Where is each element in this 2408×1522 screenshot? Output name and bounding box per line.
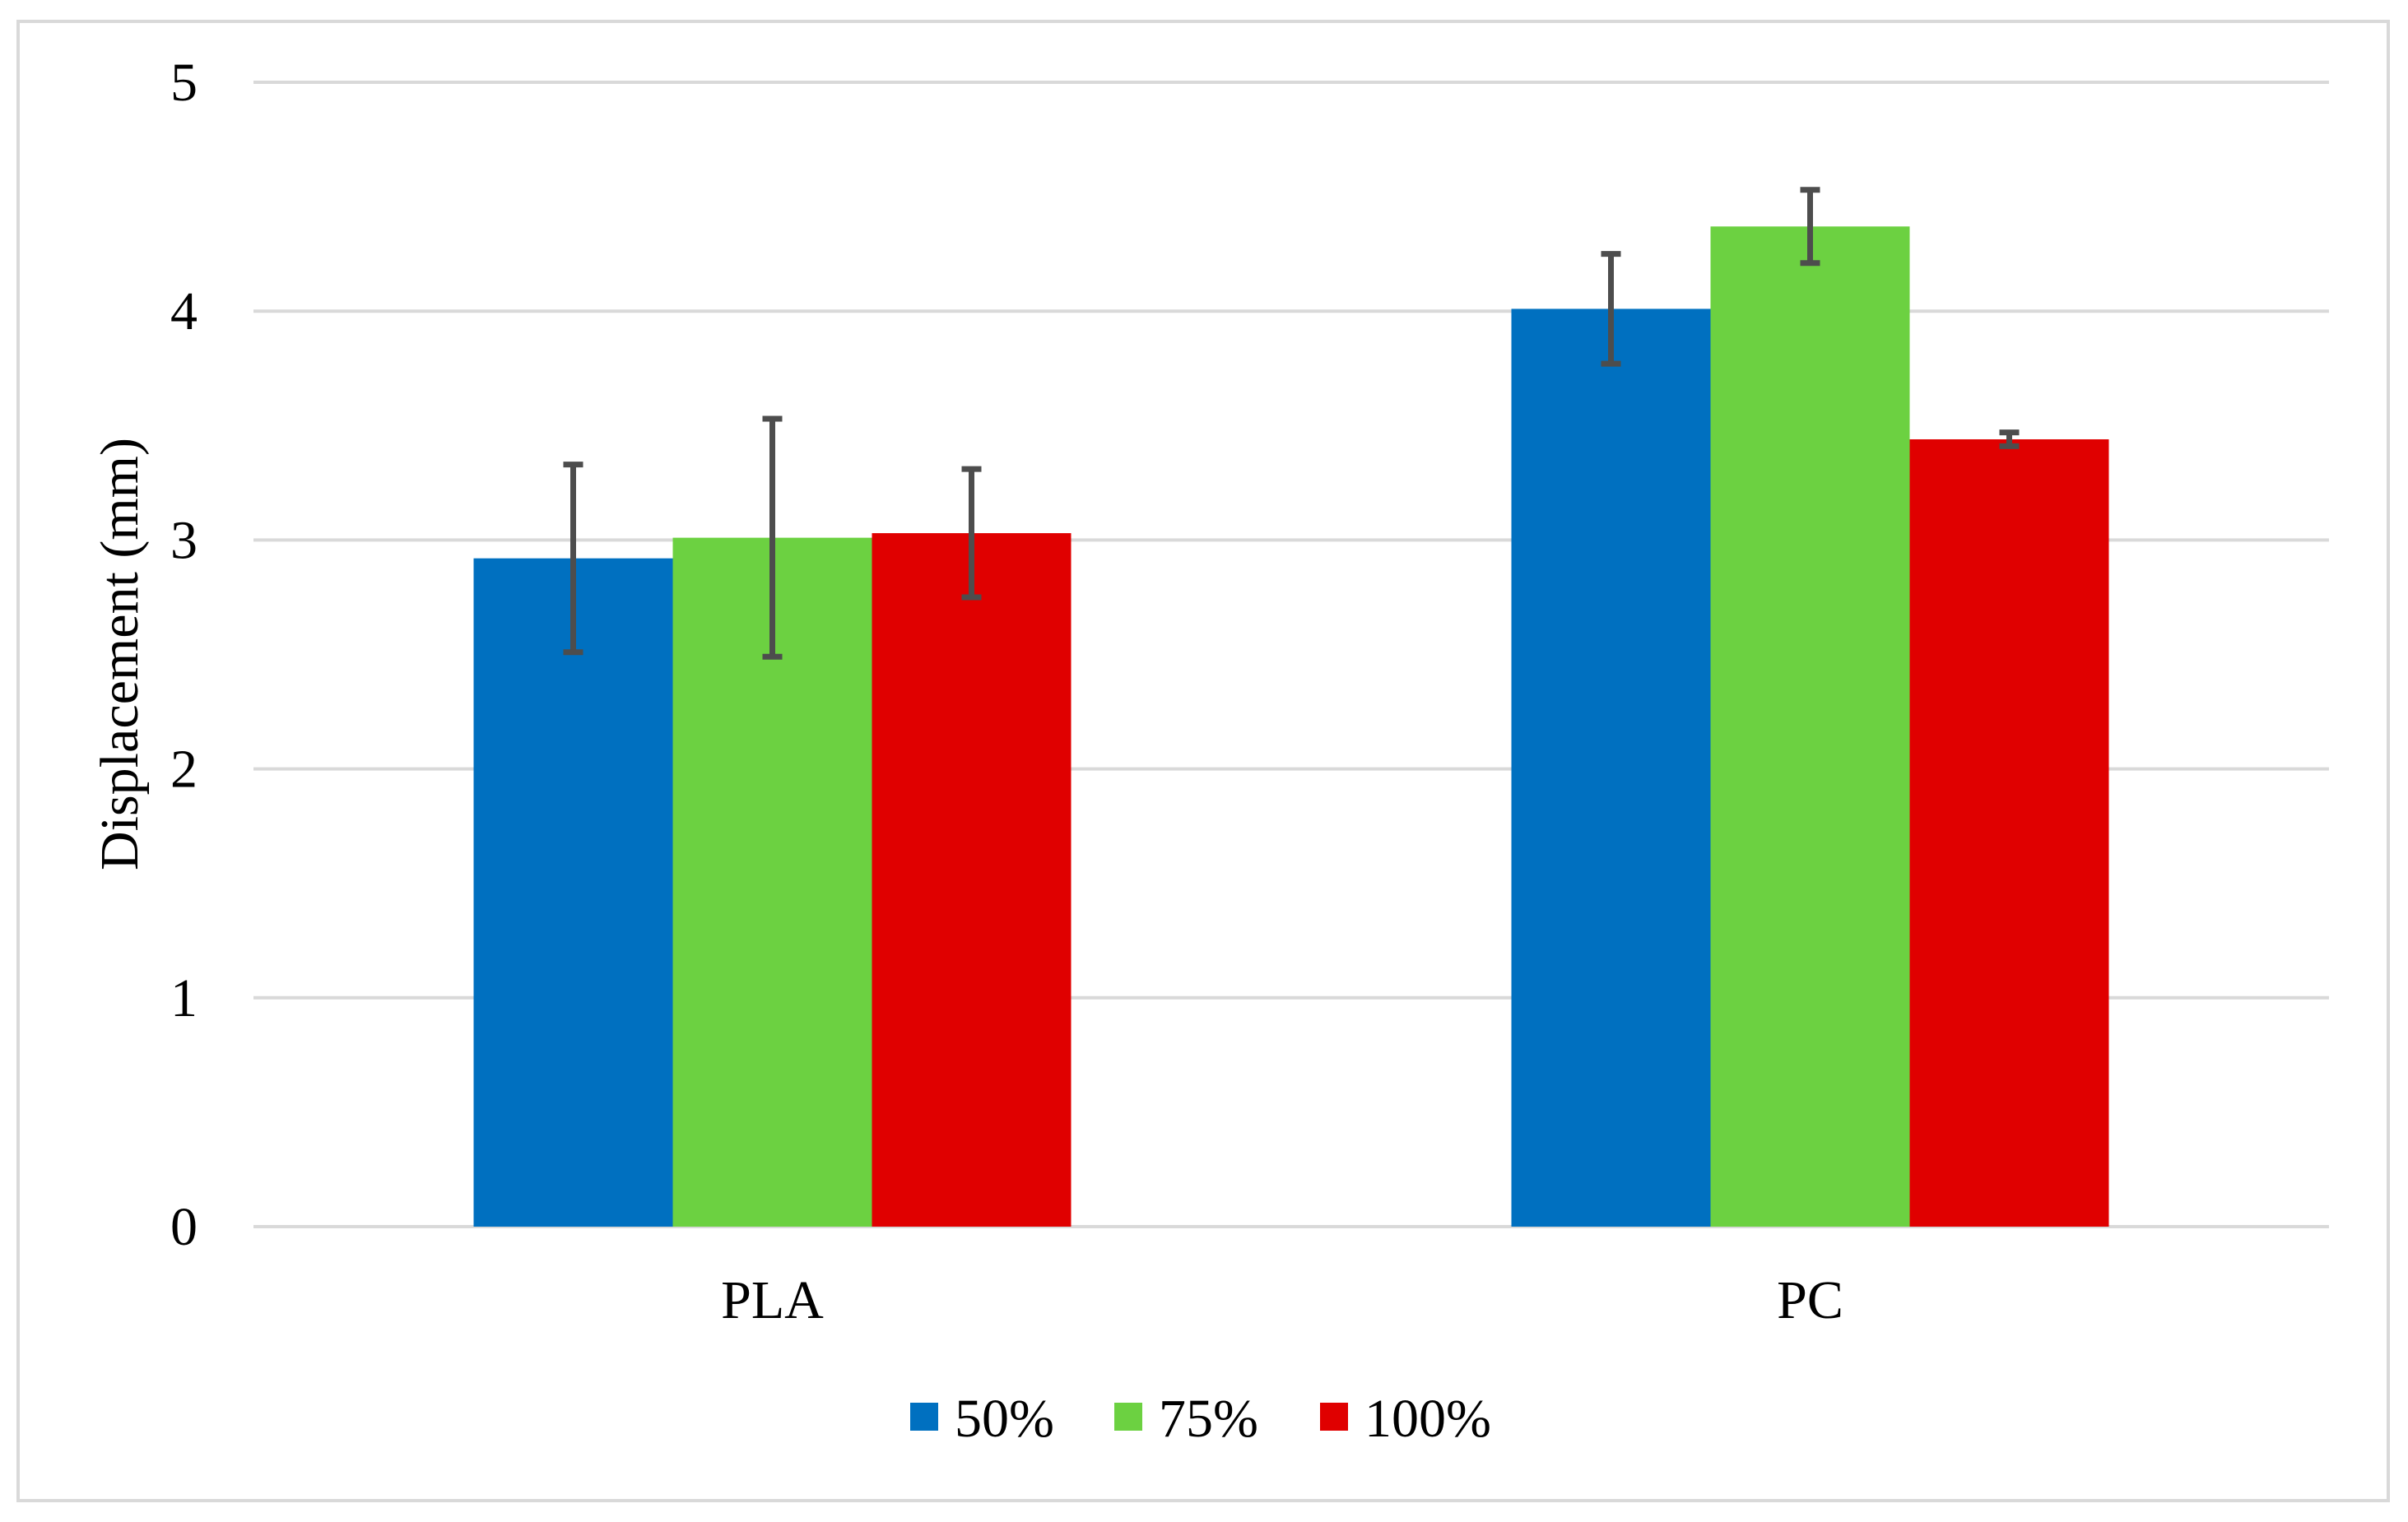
y-tick-label: 0	[170, 1197, 198, 1257]
legend-label: 100%	[1364, 1389, 1491, 1449]
error-bars	[563, 187, 2020, 660]
bar	[1909, 439, 2109, 1227]
error-bar	[762, 415, 783, 660]
y-tick-label: 2	[170, 740, 198, 800]
x-tick-label: PLA	[721, 1270, 824, 1330]
x-axis-tick-labels: PLA PC	[721, 1270, 1843, 1330]
legend: 50% 75% 100%	[910, 1389, 1491, 1449]
y-axis-label: Displacement (mm)	[90, 438, 150, 870]
y-tick-label: 4	[170, 281, 198, 341]
bars	[473, 226, 2109, 1227]
bar	[473, 558, 673, 1227]
legend-label: 75%	[1159, 1389, 1258, 1449]
legend-item: 75%	[1114, 1389, 1258, 1449]
legend-item: 50%	[910, 1389, 1054, 1449]
bar	[1511, 309, 1711, 1227]
y-tick-label: 3	[170, 510, 198, 570]
legend-swatch	[1114, 1403, 1142, 1431]
legend-label: 50%	[955, 1389, 1054, 1449]
bar	[1710, 226, 1910, 1227]
legend-item: 100%	[1320, 1389, 1491, 1449]
error-bar	[1800, 187, 1820, 267]
bar	[872, 533, 1072, 1227]
error-bar	[1601, 251, 1621, 367]
error-bar	[563, 462, 583, 656]
y-tick-label: 5	[170, 53, 198, 113]
error-bar	[1999, 429, 2020, 449]
x-tick-label: PC	[1777, 1270, 1843, 1330]
legend-swatch	[910, 1403, 938, 1431]
legend-swatch	[1320, 1403, 1348, 1431]
y-axis-tick-labels: 0 1 2 3 4 5	[170, 53, 198, 1257]
error-bar	[961, 466, 982, 601]
y-tick-label: 1	[170, 968, 198, 1028]
